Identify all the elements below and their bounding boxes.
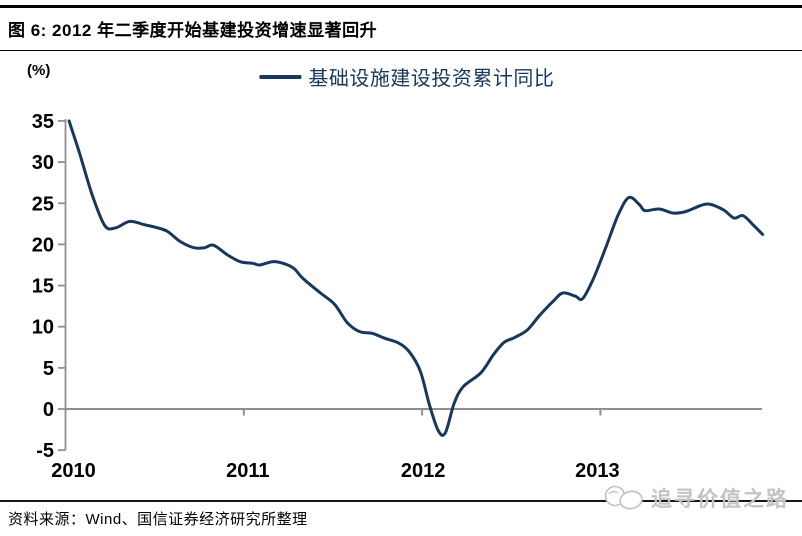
x-tick-label: 2010 (51, 460, 96, 482)
figure-title-bar: 图 6: 2012 年二季度开始基建投资增速显著回升 (0, 5, 802, 51)
y-tick-label: 10 (32, 317, 54, 339)
figure-title: 图 6: 2012 年二季度开始基建投资增速显著回升 (8, 21, 378, 40)
legend-line-sample-icon (259, 74, 302, 79)
x-tick-label: 2013 (575, 460, 620, 482)
legend-series-label: 基础设施建设投资累计同比 (308, 68, 555, 90)
watermark-text: 追寻价值之路 (651, 488, 789, 511)
y-tick-label: 5 (43, 358, 54, 380)
watermark-logo-icon (604, 485, 643, 510)
y-tick-label: -5 (36, 440, 54, 462)
y-tick-label: 30 (32, 152, 54, 174)
source-note: 资料来源：Wind、国信证券经济研究所整理 (8, 511, 308, 528)
watermark: 追寻价值之路 (603, 482, 789, 514)
data-line-path (67, 119, 765, 437)
y-tick-label: 20 (32, 234, 54, 256)
y-tick-label: 0 (43, 399, 54, 421)
x-tick-label: 2011 (226, 460, 269, 482)
chart-legend: 基础设施建设投资累计同比 (259, 62, 554, 91)
y-axis-unit-label: (%) (27, 62, 51, 79)
y-tick-label: 15 (32, 276, 54, 298)
y-tick-label: 35 (32, 111, 54, 133)
x-tick-label: 2012 (401, 460, 446, 482)
y-tick-label: 25 (32, 193, 54, 215)
footer-divider (0, 500, 802, 502)
